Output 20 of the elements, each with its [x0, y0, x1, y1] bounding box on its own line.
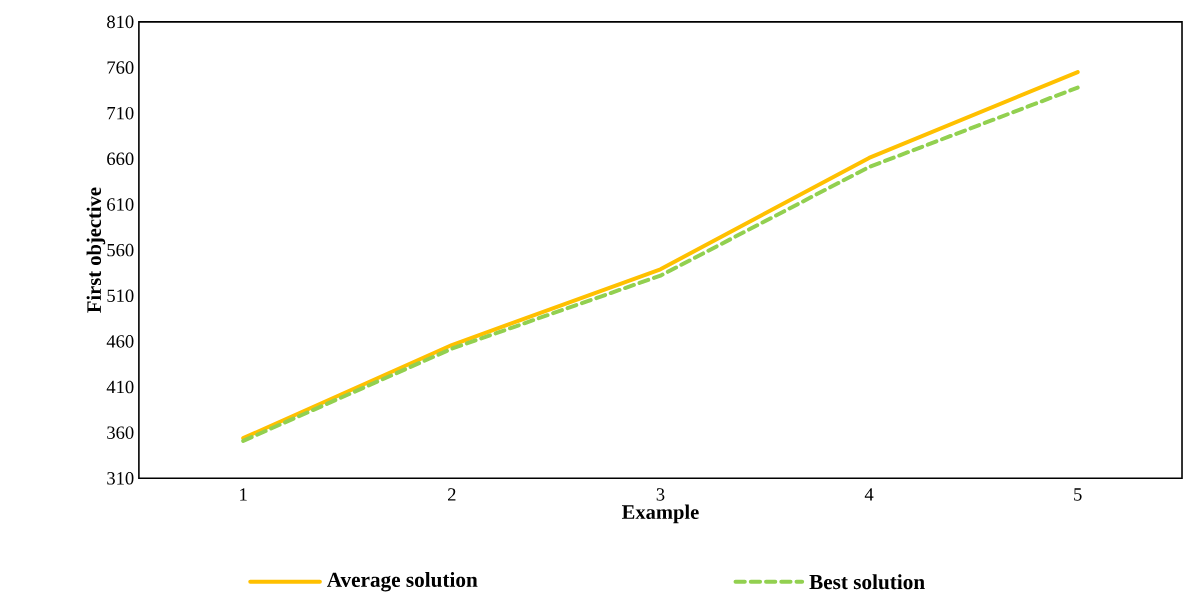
legend-label: Average solution	[326, 572, 478, 592]
y-tick-label: 810	[107, 15, 134, 29]
y-tick-label: 610	[107, 198, 134, 211]
x-tick-label: 4	[864, 488, 874, 501]
y-tick-label: 360	[107, 426, 134, 440]
x-axis-title: Example	[621, 504, 699, 524]
y-tick-label: 560	[107, 243, 134, 257]
y-axis-title: First objective	[86, 187, 106, 313]
y-tick-label: 710	[107, 107, 134, 120]
y-tick-label: 460	[106, 335, 134, 348]
y-tick-label: 660	[107, 152, 134, 166]
y-tick-label: 760	[107, 61, 134, 74]
x-tick-label: 5	[1074, 488, 1082, 501]
x-tick-label: 3	[656, 488, 665, 501]
x-tick-label: 2	[448, 488, 456, 501]
y-tick-label: 510	[107, 289, 134, 303]
y-tick-label: 310	[107, 472, 134, 485]
y-tick-label: 410	[106, 380, 134, 394]
legend-label: Best solution	[809, 574, 925, 590]
x-tick-label: 1	[240, 488, 247, 501]
